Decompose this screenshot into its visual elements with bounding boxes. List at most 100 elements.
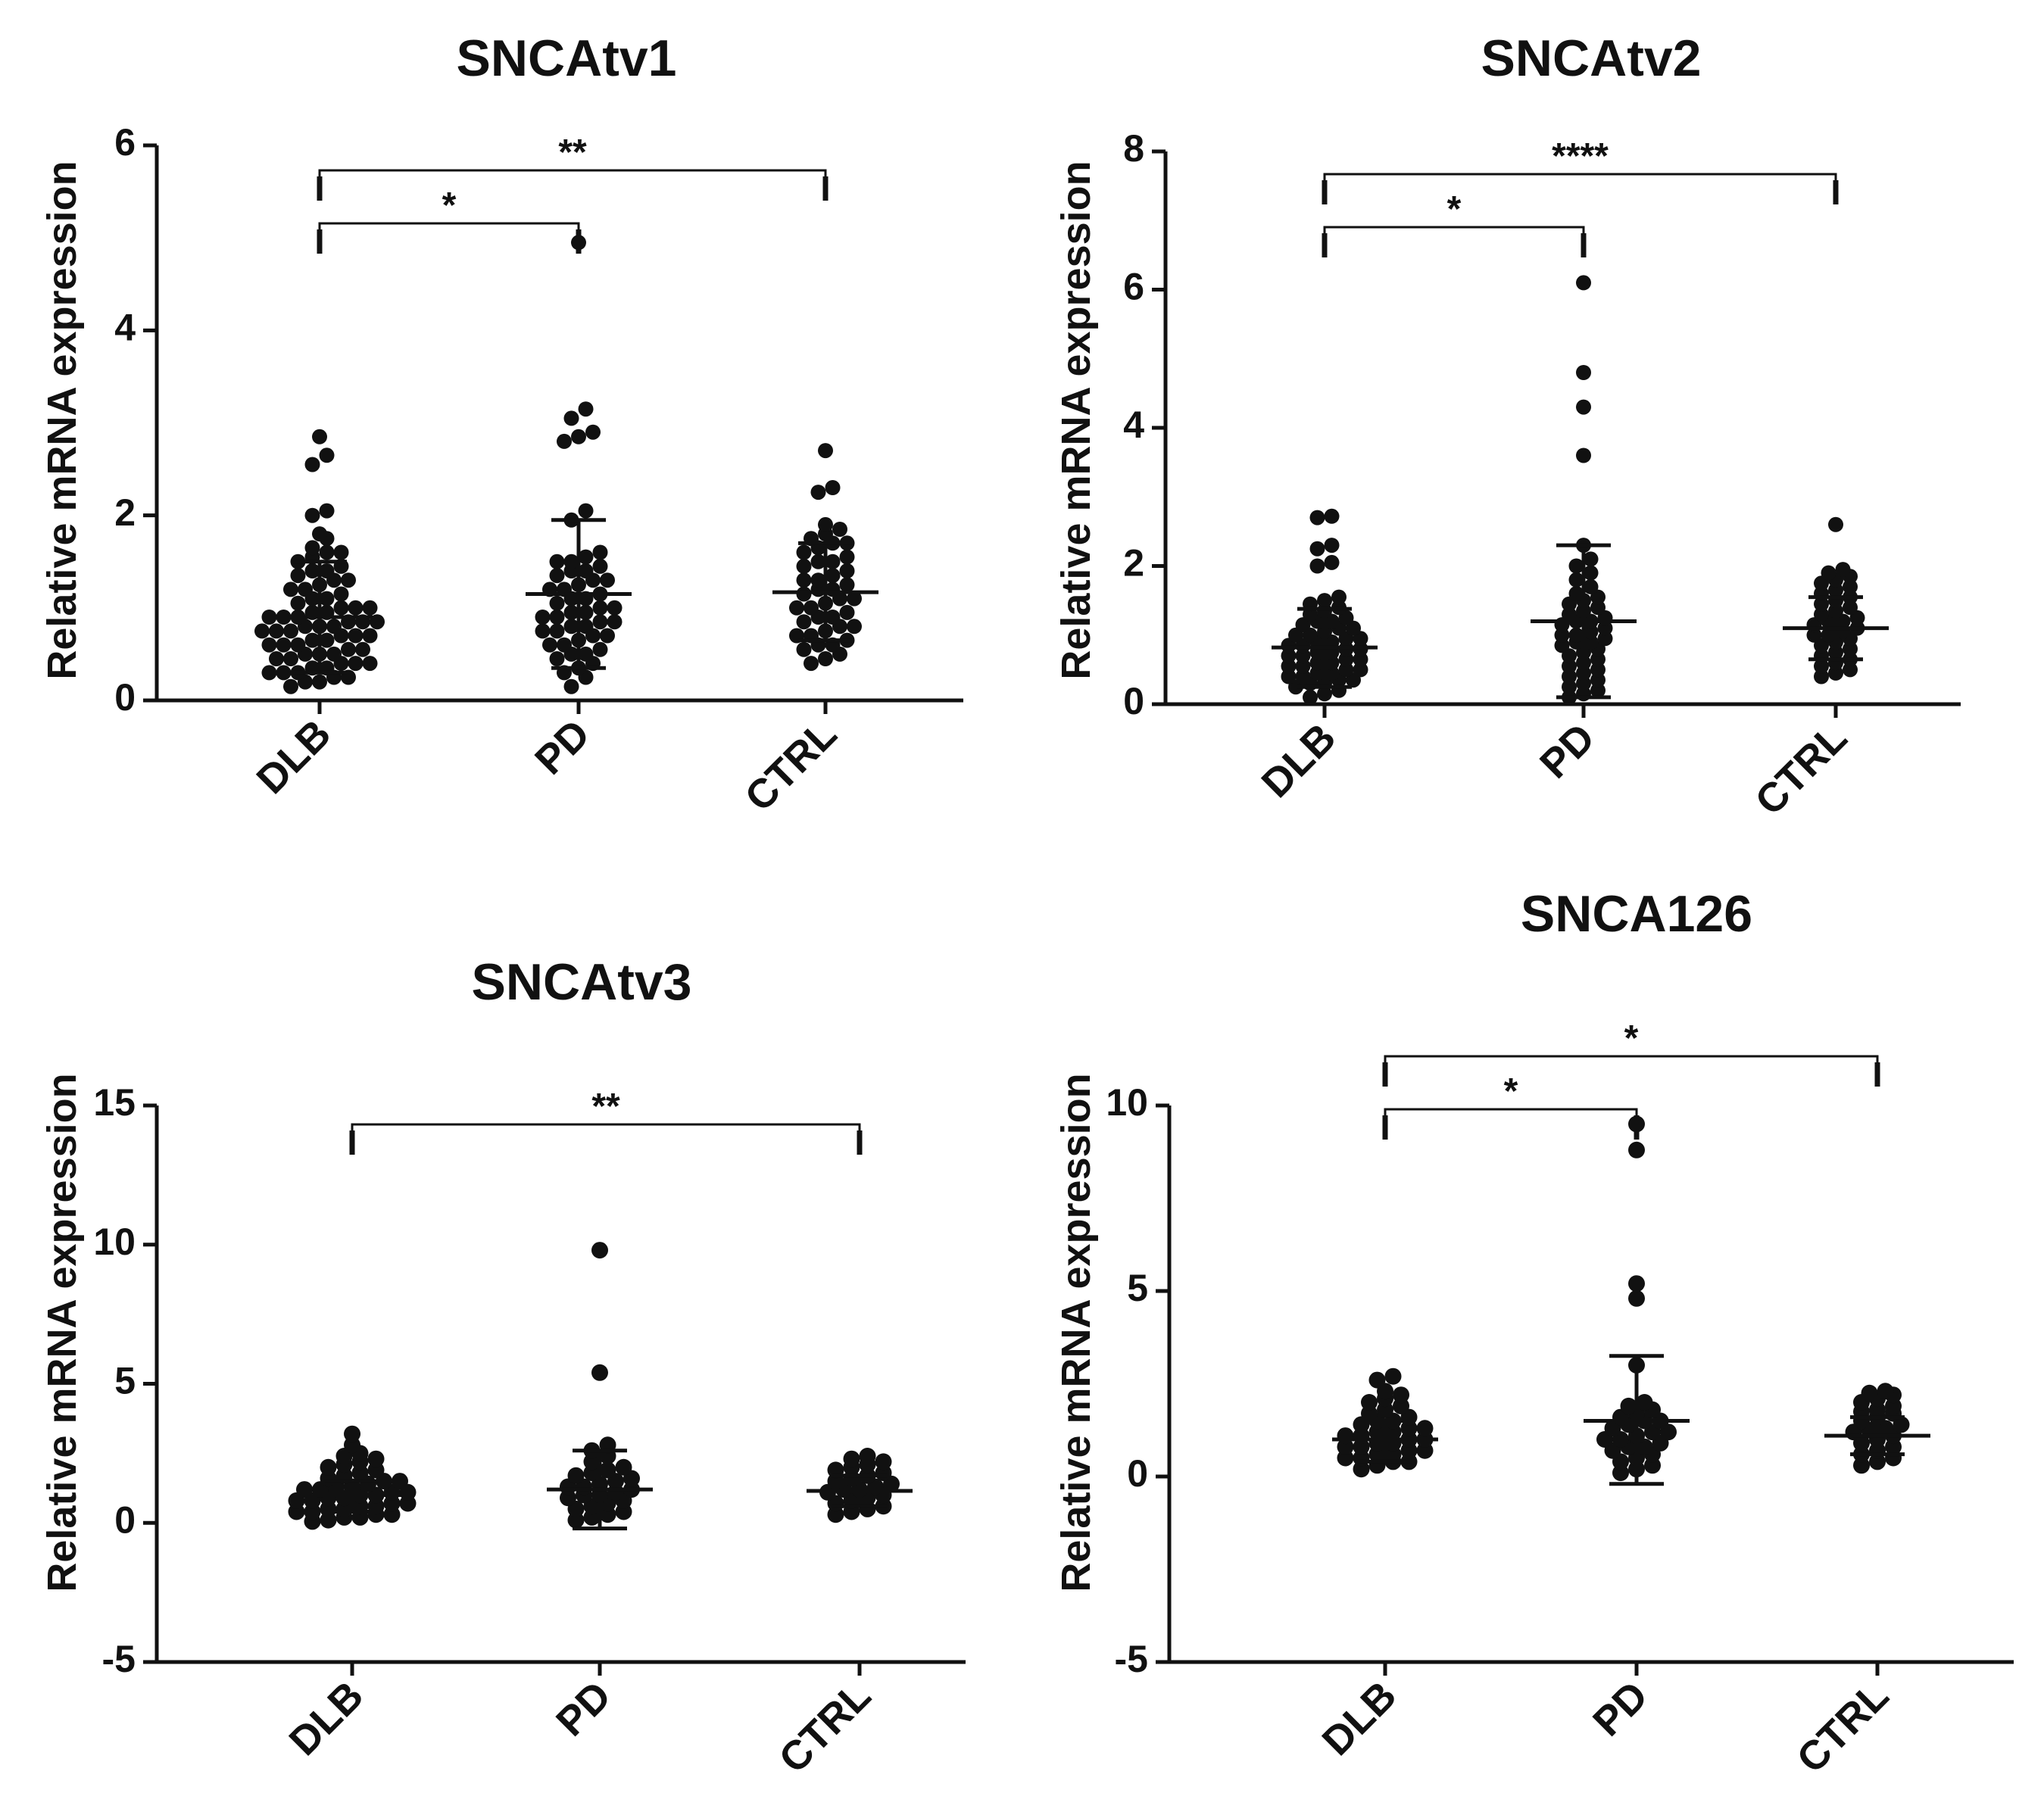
data-point <box>563 619 579 635</box>
data-point <box>283 582 298 597</box>
data-point <box>847 591 862 607</box>
x-tick-label: DLB <box>1253 715 1345 806</box>
data-point <box>1628 1115 1645 1133</box>
data-point <box>567 1467 585 1484</box>
data-point <box>283 651 298 666</box>
data-point <box>1828 516 1843 532</box>
data-point <box>1590 662 1606 678</box>
significance-label: * <box>1624 1018 1639 1059</box>
data-point <box>1281 648 1297 664</box>
data-point <box>796 544 812 560</box>
data-point <box>1416 1420 1434 1437</box>
data-point <box>600 628 615 644</box>
data-point <box>344 1425 360 1442</box>
data-point <box>1324 508 1340 524</box>
y-tick-label: 8 <box>1123 127 1144 170</box>
x-tick-label: DLB <box>1314 1673 1406 1764</box>
data-point <box>578 646 594 662</box>
data-point <box>549 651 565 666</box>
data-point <box>557 433 572 449</box>
data-point <box>1583 551 1599 567</box>
data-point <box>825 554 841 569</box>
x-tick-label: PD <box>1584 1673 1656 1745</box>
x-tick-label: DLB <box>281 1673 373 1764</box>
data-point <box>1576 365 1591 380</box>
data-point <box>290 637 306 653</box>
data-point <box>355 641 370 657</box>
data-point <box>549 610 565 625</box>
data-point <box>615 1458 632 1476</box>
data-point <box>1576 275 1591 291</box>
data-point <box>319 563 335 578</box>
data-point <box>1295 648 1311 664</box>
data-point <box>1636 1394 1653 1411</box>
data-point <box>392 1473 408 1490</box>
x-tick-label: PD <box>548 1673 619 1745</box>
chart-title: SNCAtv2 <box>1481 30 1702 87</box>
y-tick-label: 15 <box>93 1081 136 1124</box>
data-point <box>789 600 804 616</box>
data-point <box>367 1450 385 1467</box>
data-point <box>1353 662 1368 678</box>
y-axis-label: Relative mRNA expression <box>39 1073 85 1592</box>
data-point <box>542 637 557 653</box>
data-point <box>1337 1427 1354 1445</box>
data-point <box>1303 689 1318 705</box>
data-point <box>592 614 608 630</box>
y-tick-label: 4 <box>1123 404 1144 446</box>
data-point <box>1628 1289 1645 1307</box>
data-point <box>592 600 608 616</box>
data-point <box>825 610 841 625</box>
data-point <box>1583 565 1599 581</box>
data-point <box>810 554 826 569</box>
significance-label: * <box>1504 1071 1518 1112</box>
y-tick-label: 0 <box>1123 680 1144 722</box>
y-tick-label: 2 <box>114 491 136 534</box>
data-point <box>1597 631 1613 647</box>
data-point <box>839 604 855 620</box>
data-point <box>1562 607 1577 622</box>
data-point <box>269 651 284 666</box>
data-point <box>796 641 812 657</box>
data-point <box>847 619 862 635</box>
data-point <box>875 1453 892 1470</box>
y-tick-label: 10 <box>93 1221 136 1263</box>
data-point <box>1597 620 1613 636</box>
y-tick-label: 0 <box>1127 1452 1148 1495</box>
chart-panel-sncatv1: SNCAtv1 Relative mRNA expression *** 024… <box>39 30 963 820</box>
data-point <box>1806 627 1822 643</box>
x-tick-label: CTRL <box>770 1673 879 1782</box>
data-point <box>839 577 855 593</box>
data-point <box>261 637 277 653</box>
y-tick-label: 0 <box>114 676 136 719</box>
data-point <box>1309 558 1325 574</box>
data-point <box>592 641 608 657</box>
data-point <box>1393 1386 1409 1404</box>
data-point <box>1554 627 1570 643</box>
data-point <box>607 614 623 630</box>
data-point <box>592 558 608 574</box>
data-point <box>304 507 320 523</box>
data-point <box>304 632 320 648</box>
data-point <box>269 623 284 639</box>
data-point <box>1576 399 1591 415</box>
data-point <box>571 429 586 444</box>
data-point <box>320 1458 337 1476</box>
data-point <box>818 443 833 459</box>
data-point <box>1331 589 1347 605</box>
data-point <box>810 485 826 500</box>
data-point <box>304 540 320 556</box>
data-point <box>1814 607 1829 622</box>
data-point <box>326 646 342 662</box>
data-point <box>591 1364 608 1381</box>
y-tick-label: 2 <box>1123 542 1144 585</box>
significance-label: * <box>1447 189 1462 229</box>
data-point <box>804 656 819 672</box>
y-axis-label: Relative mRNA expression <box>39 161 85 679</box>
data-point <box>1317 686 1332 702</box>
chart-title: SNCAtv1 <box>457 30 677 87</box>
data-point <box>549 554 565 569</box>
data-point <box>1843 662 1858 678</box>
data-point <box>283 678 298 694</box>
data-point <box>1590 682 1606 698</box>
